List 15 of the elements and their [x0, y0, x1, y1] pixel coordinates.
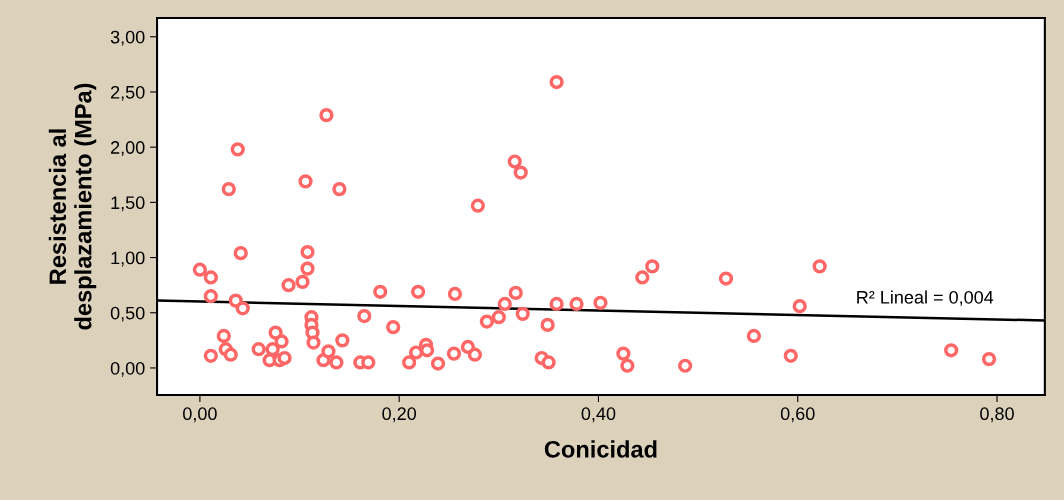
x-tick-label: 0,00 — [183, 407, 217, 423]
y-tick-label: 2,00 — [111, 141, 145, 157]
y-axis-title: Resistencia al desplazamiento (MPa) — [48, 83, 97, 330]
y-tick-label: 1,50 — [111, 196, 145, 212]
x-tick-label: 0,60 — [780, 407, 815, 423]
y-tick-label: 0,50 — [110, 306, 145, 322]
y-tick-label: 2,50 — [111, 85, 145, 101]
x-axis-title: Conicidad — [544, 440, 657, 458]
x-tick-label: 0,80 — [980, 407, 1014, 423]
y-tick-label: 0,00 — [110, 361, 145, 377]
x-tick-label: 0,40 — [581, 407, 616, 423]
x-tick-label: 0,20 — [382, 407, 417, 423]
y-tick-label: 3,00 — [110, 30, 145, 46]
annotation: R² Lineal = 0,004 — [857, 290, 994, 306]
y-tick-label: 1,00 — [111, 251, 145, 267]
